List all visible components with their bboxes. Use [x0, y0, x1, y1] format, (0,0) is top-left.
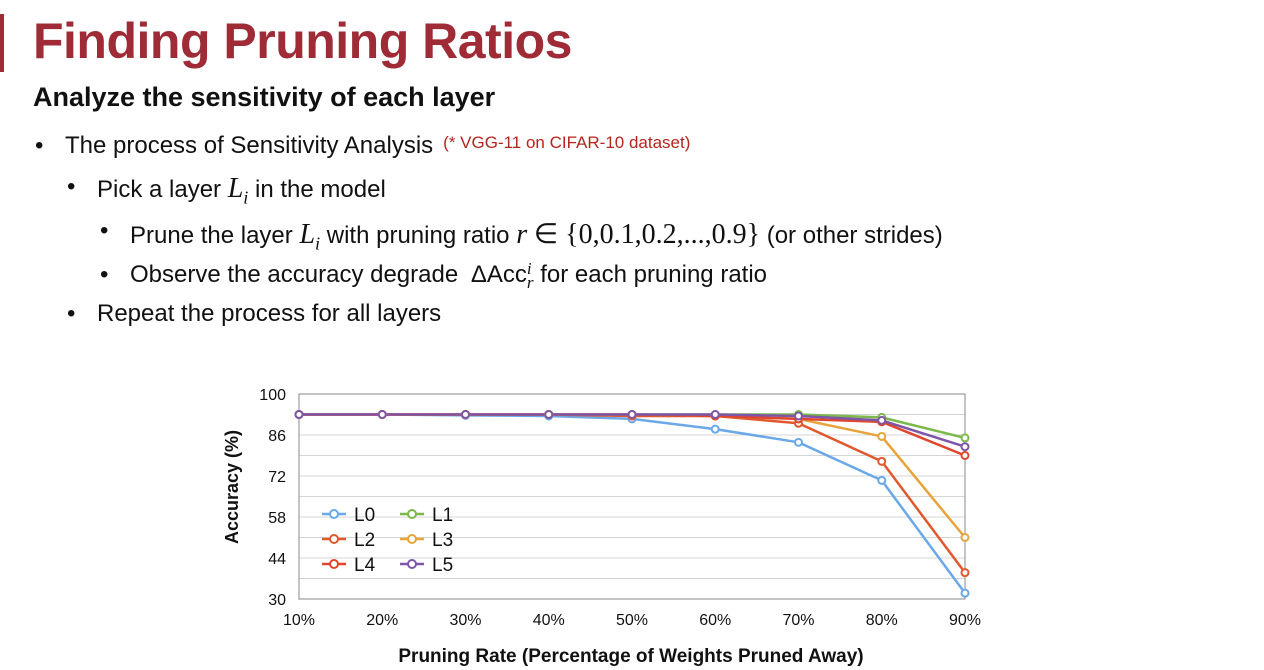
- legend-label: L4: [354, 555, 376, 576]
- slide-subtitle: Analyze the sensitivity of each layer: [33, 82, 496, 112]
- bullet-dot: •: [67, 173, 76, 200]
- data-point-l5: [710, 410, 720, 419]
- legend-label: L1: [432, 505, 453, 526]
- math-sub-i: i: [243, 187, 249, 208]
- legend-swatch-marker: [407, 509, 417, 519]
- math-layer-var: Li: [299, 219, 320, 254]
- x-tick-label: 50%: [616, 612, 648, 629]
- data-point-l2: [877, 456, 887, 466]
- bullet-dot: •: [35, 132, 44, 159]
- legend-item-l4: L4: [322, 555, 376, 576]
- dataset-note: (* VGG-11 on CIFAR-10 dataset): [443, 133, 691, 152]
- data-point-l1: [960, 433, 970, 443]
- math-sub-i: i: [315, 233, 321, 254]
- bullet-text: Observe the accuracy degrade: [130, 261, 459, 288]
- legend-item-l5: L5: [400, 555, 453, 576]
- legend-item-l0: L0: [322, 505, 375, 526]
- chart-grid: [299, 393, 965, 600]
- bullet-text: Prune the layer: [130, 222, 293, 249]
- bullet-prune-layer: • Prune the layer Li with pruning ratio …: [100, 217, 943, 255]
- legend-swatch-marker: [329, 534, 339, 544]
- x-tick-label: 80%: [866, 612, 898, 629]
- math-var-L: L: [299, 219, 316, 250]
- slide-title: Finding Pruning Ratios: [33, 13, 572, 69]
- bullet-observe-accuracy: • Observe the accuracy degrade ΔAcc i r fo…: [100, 259, 768, 292]
- legend-swatch-marker: [329, 509, 339, 519]
- legend-swatch-marker: [407, 534, 417, 544]
- data-point-l0: [960, 588, 970, 598]
- x-tick-label: 10%: [283, 612, 315, 629]
- y-tick-label: 86: [268, 428, 286, 445]
- y-tick-label: 72: [268, 469, 286, 486]
- data-point-l0: [710, 424, 720, 434]
- data-point-l5: [544, 410, 554, 419]
- bullet-dot: •: [67, 300, 76, 327]
- legend-label: L2: [354, 530, 375, 551]
- x-tick-label: 70%: [782, 612, 814, 629]
- data-point-l5: [960, 442, 970, 452]
- data-point-l5: [461, 410, 470, 419]
- math-ratio-set: ∈ {0,0.1,0.2,...,0.9}: [533, 219, 761, 250]
- bullet-text: Repeat the process for all layers: [97, 300, 442, 327]
- legend-swatch-marker: [407, 559, 417, 569]
- data-point-l5: [877, 415, 887, 425]
- data-point-l4: [960, 451, 970, 460]
- bullet-dot: •: [100, 261, 109, 288]
- y-tick-label: 58: [268, 510, 286, 527]
- x-tick-label: 90%: [949, 612, 981, 629]
- bullet-sensitivity-process: • The process of Sensitivity Analysis (* …: [35, 132, 691, 160]
- data-point-l0: [877, 475, 887, 485]
- data-point-l5: [377, 410, 387, 419]
- legend-label: L5: [432, 555, 453, 576]
- x-tick-label: 20%: [366, 612, 398, 629]
- data-point-l0: [794, 437, 803, 447]
- math-delta-label: ΔAcc: [470, 261, 527, 288]
- math-delta-acc: ΔAcc i r: [470, 259, 534, 292]
- math-sup-i: i: [526, 259, 532, 279]
- legend-label: L0: [354, 505, 375, 526]
- x-axis-label: Pruning Rate (Percentage of Weights Prun…: [398, 646, 863, 667]
- legend-label: L3: [432, 530, 453, 551]
- math-var-r: r: [516, 219, 528, 250]
- math-layer-var: Li: [227, 173, 249, 208]
- legend-item-l1: L1: [400, 505, 453, 526]
- y-tick-label: 30: [268, 592, 286, 609]
- legend-swatch-marker: [329, 559, 339, 569]
- data-point-l2: [960, 568, 970, 578]
- data-point-l5: [627, 410, 637, 419]
- data-point-l5: [294, 410, 304, 419]
- x-tick-label: 60%: [699, 612, 731, 629]
- y-tick-label: 44: [268, 551, 286, 568]
- sensitivity-line-chart: 100 86 72 58 44 30 10% 20% 30% 40% 50% 60% 70% 80% 90%…: [222, 387, 981, 667]
- math-sub-r: r: [526, 272, 534, 292]
- bullet-dot: •: [100, 217, 109, 244]
- bullet-text: The process of Sensitivity Analysis: [65, 132, 434, 159]
- plot-frame: [298, 393, 966, 600]
- y-tick-label: 100: [259, 387, 286, 404]
- data-point-l5: [794, 411, 803, 421]
- chart-legend: L0 L1 L2 L3 L4 L5: [322, 505, 453, 576]
- bullet-text-post: (or other strides): [766, 222, 943, 249]
- chart-axes: 100 86 72 58 44 30 10% 20% 30% 40% 50% 60% 70% 80% 90%: [259, 387, 981, 629]
- data-point-l3: [960, 533, 970, 542]
- y-axis-label: Accuracy (%): [222, 430, 242, 544]
- math-var-L: L: [227, 173, 244, 204]
- bullet-text-post: in the model: [255, 176, 386, 203]
- series-line-l2: [299, 413, 967, 574]
- bullet-repeat-all-layers: • Repeat the process for all layers: [67, 300, 442, 328]
- bullet-text: Pick a layer: [97, 176, 222, 203]
- bullet-pick-layer: • Pick a layer Li in the model: [67, 173, 386, 209]
- title-accent-bar: [0, 14, 4, 72]
- x-tick-label: 40%: [533, 612, 565, 629]
- x-tick-label: 30%: [449, 612, 481, 629]
- chart-series: [294, 410, 970, 598]
- legend-item-l2: L2: [322, 530, 375, 551]
- legend-item-l3: L3: [400, 530, 453, 551]
- data-point-l3: [877, 431, 887, 441]
- series-line-l0: [299, 413, 967, 594]
- bullet-text-post: for each pruning ratio: [540, 261, 768, 288]
- bullet-text-mid: with pruning ratio: [326, 222, 510, 249]
